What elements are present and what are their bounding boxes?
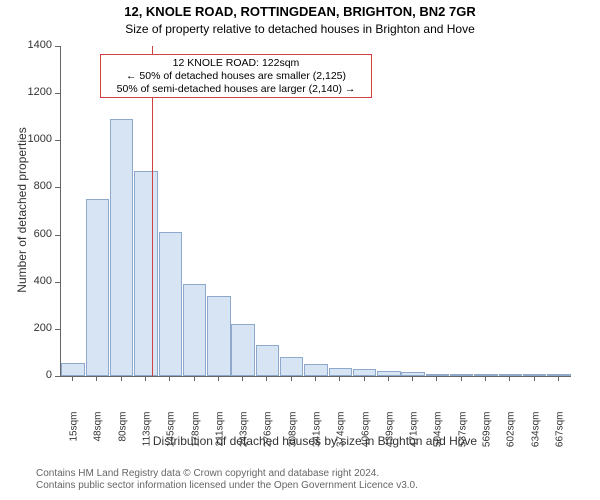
footer-line: Contains HM Land Registry data © Crown c… <box>36 468 418 480</box>
annotation-line: 50% of semi-detached houses are larger (… <box>105 83 367 96</box>
y-tick-label: 400 <box>20 275 52 287</box>
y-tick-label: 600 <box>20 228 52 240</box>
x-tick-label: 341sqm <box>312 412 323 462</box>
x-tick <box>266 376 267 381</box>
page-title: 12, KNOLE ROAD, ROTTINGDEAN, BRIGHTON, B… <box>0 4 600 19</box>
y-tick <box>55 376 60 377</box>
histogram-bar <box>61 363 84 376</box>
histogram-bar <box>207 296 230 376</box>
histogram-bar <box>523 374 546 376</box>
histogram-bar <box>450 374 473 376</box>
x-tick-label: 211sqm <box>214 412 225 462</box>
histogram-bar <box>499 374 522 376</box>
x-tick <box>436 376 437 381</box>
y-tick-label: 1000 <box>20 133 52 145</box>
x-tick <box>121 376 122 381</box>
y-tick-label: 0 <box>20 369 52 381</box>
x-tick-label: 667sqm <box>554 412 565 462</box>
y-tick <box>55 46 60 47</box>
x-tick <box>315 376 316 381</box>
x-tick-label: 178sqm <box>190 412 201 462</box>
x-tick <box>509 376 510 381</box>
x-tick <box>412 376 413 381</box>
y-tick <box>55 140 60 141</box>
annotation-box: 12 KNOLE ROAD: 122sqm ← 50% of detached … <box>100 54 372 98</box>
annotation-line: ← 50% of detached houses are smaller (2,… <box>105 70 367 83</box>
x-tick <box>558 376 559 381</box>
x-tick <box>388 376 389 381</box>
y-tick <box>55 329 60 330</box>
x-tick <box>339 376 340 381</box>
histogram-bar <box>183 284 206 376</box>
histogram-bar <box>377 371 400 376</box>
x-tick <box>169 376 170 381</box>
x-tick <box>218 376 219 381</box>
x-tick-label: 48sqm <box>93 412 104 462</box>
histogram-bar <box>304 364 327 376</box>
y-tick-label: 1400 <box>20 39 52 51</box>
histogram-bar <box>280 357 303 376</box>
annotation-line: 12 KNOLE ROAD: 122sqm <box>105 57 367 70</box>
x-tick-label: 439sqm <box>384 412 395 462</box>
histogram-bar <box>134 171 157 376</box>
x-tick-label: 602sqm <box>506 412 517 462</box>
x-tick-label: 15sqm <box>69 412 80 462</box>
y-tick-label: 1200 <box>20 86 52 98</box>
x-tick <box>364 376 365 381</box>
footer-attribution: Contains HM Land Registry data © Crown c… <box>36 468 418 492</box>
x-tick <box>72 376 73 381</box>
histogram-bar <box>426 374 449 376</box>
x-tick-label: 243sqm <box>239 412 250 462</box>
y-tick <box>55 235 60 236</box>
page-subtitle: Size of property relative to detached ho… <box>0 22 600 36</box>
footer-line: Contains public sector information licen… <box>36 480 418 492</box>
x-tick <box>534 376 535 381</box>
x-tick-label: 504sqm <box>433 412 444 462</box>
x-tick-label: 276sqm <box>263 412 274 462</box>
histogram-bar <box>110 119 133 376</box>
histogram-bar <box>329 368 352 376</box>
x-tick-label: 308sqm <box>287 412 298 462</box>
x-tick <box>291 376 292 381</box>
x-tick-label: 406sqm <box>360 412 371 462</box>
x-tick-label: 80sqm <box>117 412 128 462</box>
x-tick <box>242 376 243 381</box>
histogram-bar <box>353 369 376 376</box>
x-tick <box>145 376 146 381</box>
y-tick <box>55 282 60 283</box>
y-tick <box>55 93 60 94</box>
x-tick-label: 113sqm <box>142 412 153 462</box>
histogram-bar <box>256 345 279 376</box>
histogram-bar <box>159 232 182 376</box>
x-tick-label: 569sqm <box>482 412 493 462</box>
x-tick <box>96 376 97 381</box>
x-tick <box>485 376 486 381</box>
histogram-bar <box>86 199 109 376</box>
y-tick-label: 800 <box>20 180 52 192</box>
x-tick-label: 374sqm <box>336 412 347 462</box>
histogram-bar <box>231 324 254 376</box>
x-tick-label: 634sqm <box>530 412 541 462</box>
histogram-bar <box>547 374 570 376</box>
y-tick <box>55 187 60 188</box>
x-tick <box>194 376 195 381</box>
x-tick <box>461 376 462 381</box>
histogram-bar <box>401 372 424 376</box>
x-tick-label: 145sqm <box>166 412 177 462</box>
y-tick-label: 200 <box>20 322 52 334</box>
x-tick-label: 537sqm <box>457 412 468 462</box>
x-tick-label: 471sqm <box>409 412 420 462</box>
